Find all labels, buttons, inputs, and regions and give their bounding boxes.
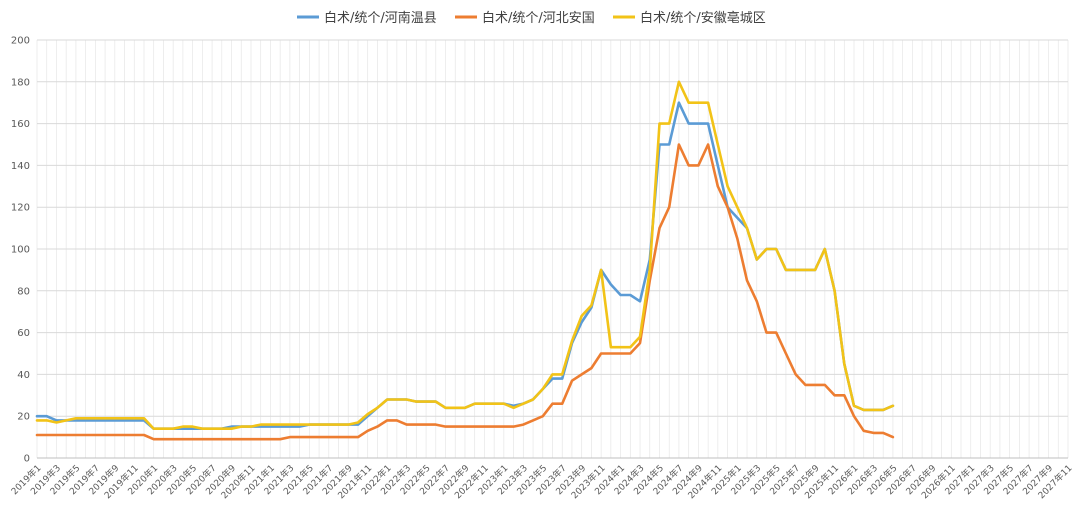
y-tick-label: 180 <box>11 77 30 88</box>
y-tick-label: 80 <box>17 286 30 297</box>
legend-entry: 白术/统个/河北安国 <box>482 10 595 26</box>
legend-entry: 白术/统个/河南温县 <box>324 10 437 26</box>
y-tick-label: 0 <box>24 454 30 465</box>
y-tick-label: 20 <box>17 412 30 423</box>
legend-entry: 白术/统个/安徽亳城区 <box>640 10 766 26</box>
y-tick-label: 60 <box>17 328 30 339</box>
y-tick-label: 200 <box>11 36 30 47</box>
series-line-2 <box>35 143 895 441</box>
y-tick-label: 140 <box>11 161 30 172</box>
y-tick-label: 40 <box>17 370 30 381</box>
y-tick-label: 100 <box>11 245 30 256</box>
series-line-3 <box>35 80 895 431</box>
y-tick-label: 160 <box>11 119 30 130</box>
gridlines <box>36 39 1069 459</box>
series-lines <box>35 80 895 441</box>
legend: 白术/统个/河南温县 白术/统个/河北安国 白术/统个/安徽亳城区 <box>297 10 766 26</box>
axes: 0204060801001201401601802002019年12019年32… <box>8 36 1074 502</box>
y-tick-label: 120 <box>11 203 30 214</box>
